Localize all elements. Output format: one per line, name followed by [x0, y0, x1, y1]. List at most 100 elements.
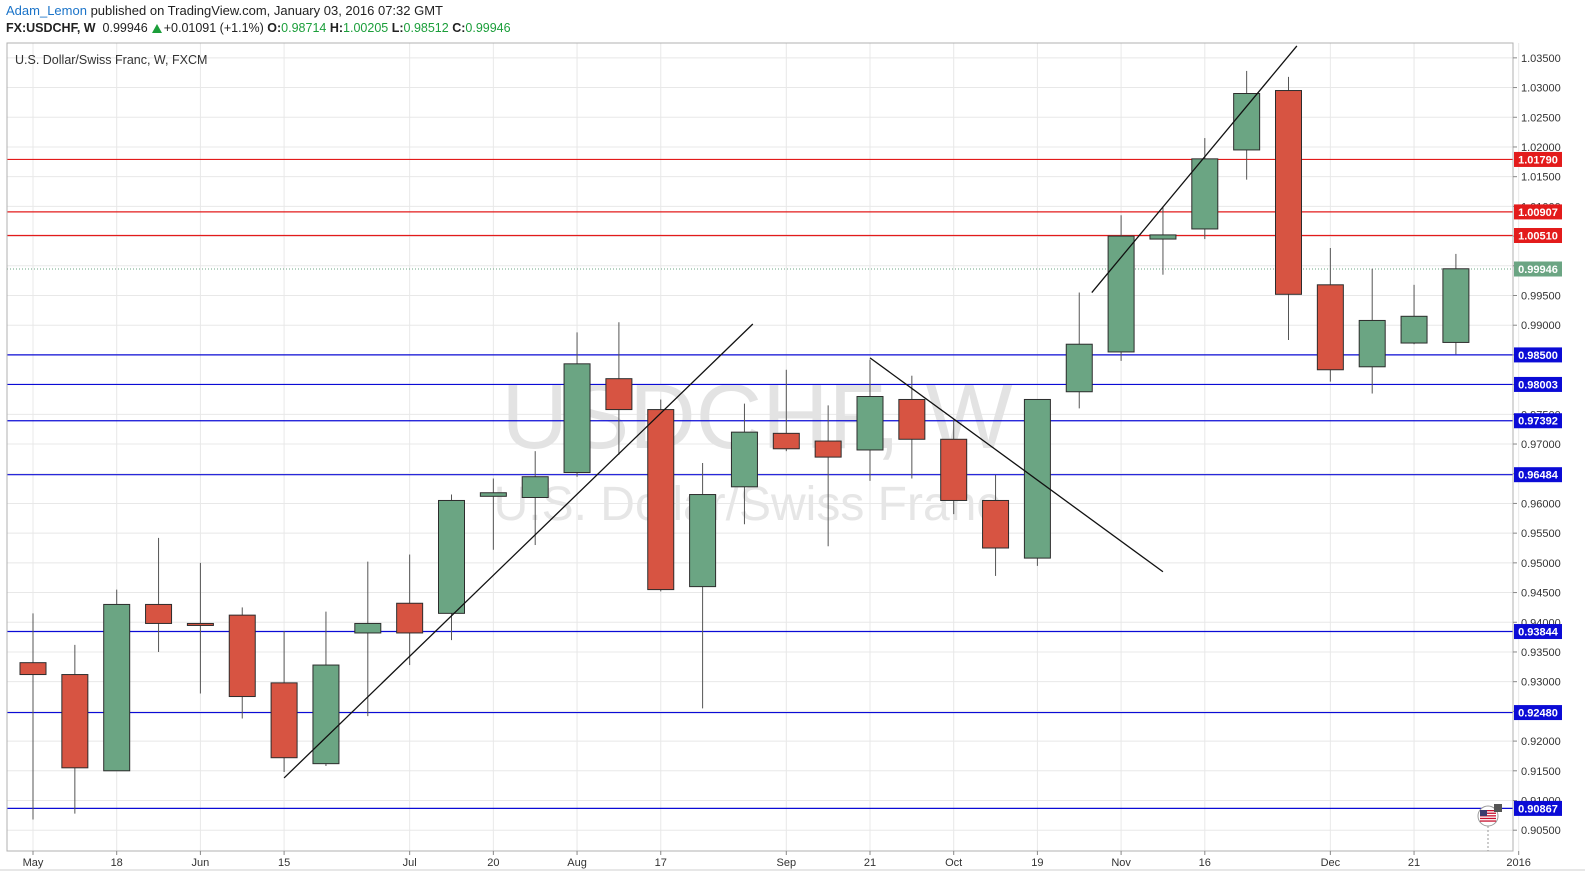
flag-badge: [1494, 804, 1502, 812]
flag-stripe: [1480, 812, 1496, 814]
price-tick-label: 0.95000: [1521, 558, 1561, 570]
price-tick-label: 1.02000: [1521, 142, 1561, 154]
time-tick-label: 18: [111, 857, 123, 869]
level-label: 1.00907: [1518, 207, 1558, 219]
time-tick-label: 15: [278, 857, 290, 869]
level-label-bg: [1514, 413, 1562, 429]
chart-frame: [0, 42, 1585, 871]
symbol-label: FX:USDCHF, W: [6, 21, 96, 35]
publish-text: published on TradingView.com, January 03…: [86, 3, 443, 18]
price-tick-label: 0.99000: [1521, 320, 1561, 332]
level-label: 0.97392: [1518, 416, 1558, 428]
price-tick-label: 0.99500: [1521, 291, 1561, 303]
low-value: 0.98512: [403, 21, 449, 35]
candle-body: [856, 396, 884, 451]
level-label: 0.93844: [1518, 627, 1559, 639]
level-label-bg: [1514, 376, 1562, 392]
candle-body: [396, 602, 424, 634]
time-tick-label: Dec: [1321, 857, 1341, 869]
candle-body: [982, 499, 1010, 549]
time-tick-label: Jun: [192, 857, 210, 869]
time-tick-label: 21: [1408, 857, 1420, 869]
time-tick-label: Jul: [403, 857, 417, 869]
levels-layer: [7, 158, 1513, 810]
candle-body: [1233, 93, 1261, 151]
price-tick-label: 1.03500: [1521, 53, 1561, 65]
candles-layer: [19, 70, 1470, 820]
time-tick-label: Aug: [567, 857, 587, 869]
us-flag-icon[interactable]: [1477, 804, 1502, 851]
level-label-bg: [1514, 151, 1562, 167]
open-label: O:: [267, 21, 282, 35]
price-tick-label: 0.90500: [1521, 825, 1561, 837]
last-price-label: 0.99946: [1518, 264, 1558, 276]
candle-body: [521, 476, 549, 498]
plot-border: [6, 42, 1514, 852]
trendline: [1091, 45, 1298, 293]
last-price: 0.99946: [102, 21, 148, 35]
candle-body: [438, 499, 465, 614]
candle-body: [605, 378, 633, 411]
level-label: 1.01790: [1518, 154, 1558, 166]
price-tick-label: 1.01500: [1521, 172, 1561, 184]
time-tick-label: Oct: [945, 857, 962, 869]
trendline: [283, 323, 754, 779]
price-tick-label: 0.91500: [1521, 766, 1561, 778]
flag-stripe: [1480, 810, 1496, 812]
candle-body: [1107, 235, 1135, 353]
candle-body: [1065, 343, 1093, 393]
level-label-bg: [1514, 624, 1562, 640]
publish-line: Adam_Lemon published on TradingView.com,…: [6, 3, 443, 18]
flag-stripe: [1480, 817, 1496, 820]
candle-body: [1023, 398, 1051, 559]
time-tick-label: 20: [487, 857, 499, 869]
price-tick-label: 0.94500: [1521, 588, 1561, 600]
last-price-label-bg: [1514, 261, 1562, 277]
time-axis[interactable]: May 18 Jun 15 Jul 20 Aug 17 Sep 21 Oct 19 Nov 16 Dec 21…: [23, 851, 1531, 869]
open-value: 0.98714: [281, 21, 327, 35]
price-tick-label: 0.93500: [1521, 647, 1561, 659]
candle-body: [898, 398, 926, 440]
candle-body: [1316, 284, 1344, 371]
time-tick-label: Sep: [777, 857, 797, 869]
price-tick-label: 1.03000: [1521, 83, 1561, 95]
candle-body: [940, 438, 968, 501]
close-value: 0.99946: [465, 21, 511, 35]
price-tick-label: 0.93000: [1521, 677, 1561, 689]
candle-body: [1358, 319, 1386, 368]
time-tick-label: 17: [655, 857, 667, 869]
candle-body: [730, 431, 758, 488]
candle-body: [1191, 158, 1219, 230]
candle-body: [479, 492, 507, 497]
candle-body: [145, 603, 173, 624]
candle-body: [647, 409, 675, 591]
level-label: 0.98003: [1518, 379, 1558, 391]
candle-body: [186, 622, 214, 626]
time-tick-label: Nov: [1111, 857, 1131, 869]
close-label: C:: [452, 21, 466, 35]
grid: [7, 43, 1520, 851]
candle-body: [1149, 234, 1177, 240]
low-label: L:: [391, 21, 404, 35]
time-tick-label: 16: [1199, 857, 1211, 869]
flag-canton: [1480, 810, 1487, 816]
time-tick-label: 21: [864, 857, 876, 869]
candle-body: [19, 662, 47, 676]
level-label: 1.00510: [1518, 230, 1558, 242]
candle-body: [1442, 268, 1470, 343]
candle-body: [814, 440, 842, 458]
level-label: 0.90867: [1518, 803, 1558, 815]
level-label-bg: [1514, 204, 1562, 220]
level-label: 0.98500: [1518, 350, 1558, 362]
trendline: [869, 357, 1164, 573]
trendlines-layer: [283, 45, 1298, 779]
author-link[interactable]: Adam_Lemon: [6, 3, 87, 18]
price-tick-label: 0.96000: [1521, 498, 1561, 510]
candle-body: [1400, 315, 1428, 344]
price-tick-label: 0.97000: [1521, 439, 1561, 451]
time-tick-label: 19: [1031, 857, 1043, 869]
candle-body: [563, 363, 591, 474]
level-label-bg: [1514, 800, 1562, 816]
level-label-bg: [1514, 347, 1562, 363]
